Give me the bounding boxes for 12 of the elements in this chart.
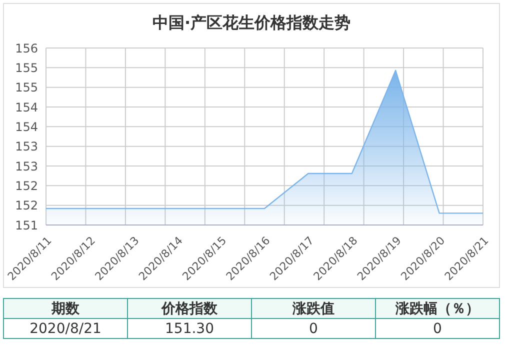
y-tick-label: 155 [15, 60, 38, 75]
y-tick-label: 152 [15, 198, 38, 213]
y-tick-label: 152 [15, 178, 38, 193]
chart-title: 中国·产区花生价格指数走势 [151, 13, 352, 34]
y-tick-label: 153 [15, 140, 38, 154]
y-tick-label: 154 [15, 100, 38, 114]
summary-table: 期数 价格指数 涨跌值 涨跌幅（％） 2020/8/21 151.30 0 0 [3, 298, 500, 339]
y-tick-label: 153 [15, 159, 38, 174]
y-tick-label: 156 [15, 41, 38, 56]
y-tick-label: 154 [15, 120, 38, 134]
y-tick-label: 155 [15, 80, 38, 95]
y-tick-label: 151 [15, 218, 38, 232]
